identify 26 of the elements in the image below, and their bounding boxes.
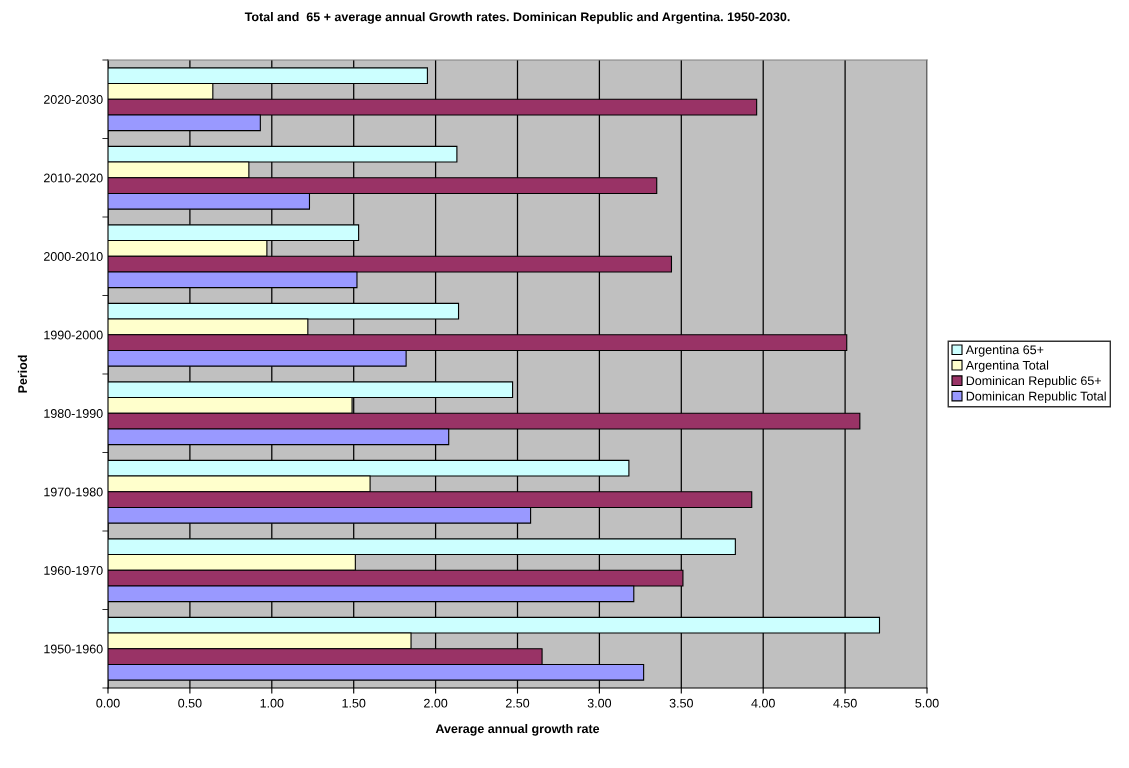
x-tick-label: 0.00 <box>96 698 120 708</box>
x-tick-label: 1.00 <box>260 698 284 708</box>
x-tick-label: 4.00 <box>751 698 775 708</box>
y-axis-title: Period <box>17 355 28 393</box>
y-tick-label: 2000-2010 <box>44 252 103 261</box>
y-tick-label: 1970-1980 <box>44 487 103 497</box>
x-tick-label: 2.50 <box>505 698 530 708</box>
legend-label: Dominican Republic 65+ <box>966 375 1101 388</box>
legend-label: Dominican Republic Total <box>966 391 1106 404</box>
x-axis-title: Average annual growth rate <box>435 723 600 736</box>
y-tick-label: 2010-2020 <box>44 173 103 183</box>
x-tick-label: 4.50 <box>833 698 857 708</box>
y-tick-label: 2020-2030 <box>44 95 103 104</box>
legend-label: Argentina 65+ <box>965 345 1044 357</box>
x-tick-label: 3.00 <box>587 698 612 708</box>
y-tick-label: 1950-1960 <box>44 644 103 654</box>
y-tick-label: 1990-2000 <box>44 330 103 340</box>
x-tick-label: 2.00 <box>424 698 448 708</box>
y-tick-label: 1960-1970 <box>44 566 103 575</box>
x-tick-label: 1.50 <box>342 698 366 708</box>
x-tick-label: 5.00 <box>915 698 939 708</box>
legend-label: Argentina Total <box>965 360 1049 373</box>
chart-title: Total and 65 + average annual Growth rates. Dominican Republic and Argentina. 1950-2030. <box>244 12 790 24</box>
y-tick-label: 1980-1990 <box>44 409 103 418</box>
x-tick-label: 0.50 <box>178 698 202 708</box>
x-tick-label: 3.50 <box>669 698 693 708</box>
